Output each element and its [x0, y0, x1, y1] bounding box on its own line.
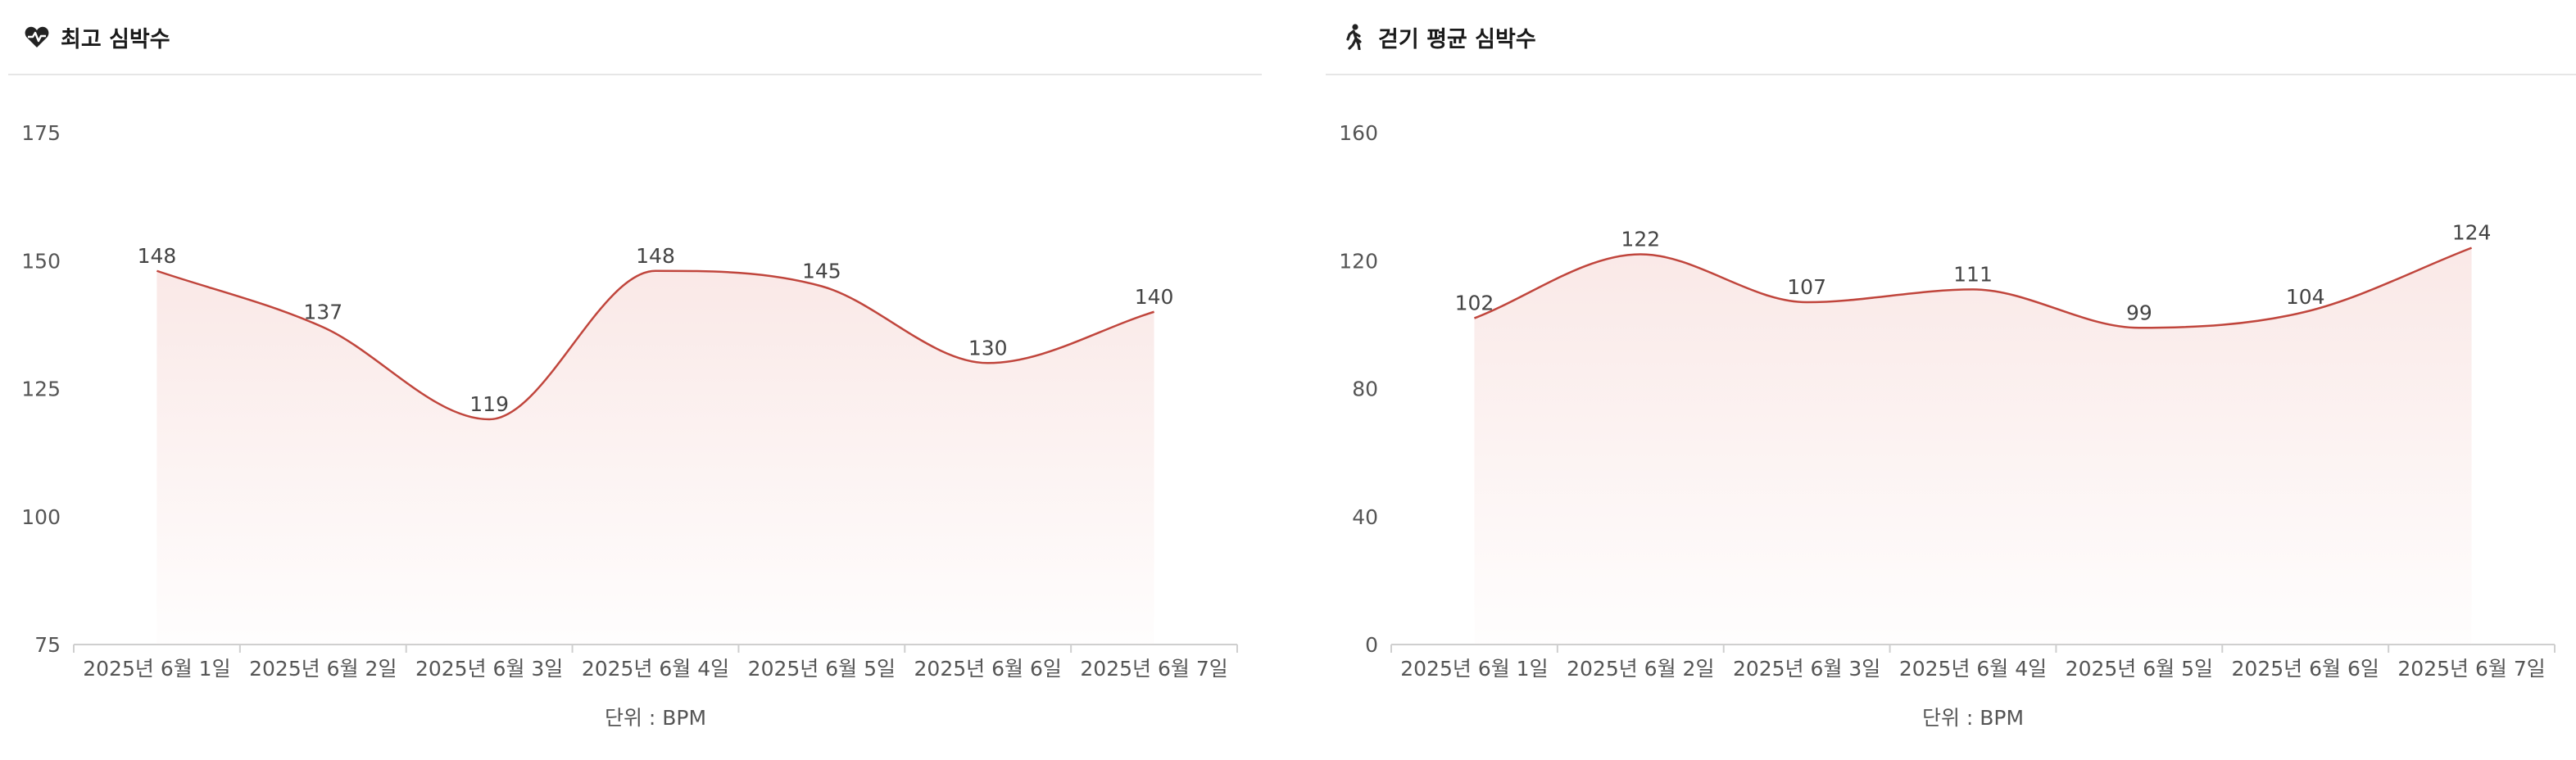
max-heart-rate-panel: 최고 심박수 75 100 125 150 175 2025년 6월 1일 2025년 6월… — [8, 0, 1270, 760]
x-tick-label: 2025년 6월 1일 — [83, 657, 230, 681]
data-label: 107 — [1787, 275, 1826, 299]
data-label: 102 — [1455, 292, 1494, 315]
x-tick-label: 2025년 6월 4일 — [582, 657, 729, 681]
heart-pulse-icon — [25, 25, 49, 49]
panel-title: 걷기 평균 심박수 — [1378, 26, 1536, 52]
panel-header: 걷기 평균 심박수 — [1326, 0, 2576, 75]
series-area — [1474, 247, 2472, 645]
x-tick-label: 2025년 6월 7일 — [1080, 657, 1227, 681]
y-tick-label: 160 — [1339, 121, 1378, 145]
y-tick-label: 175 — [21, 121, 61, 145]
y-tick-label: 0 — [1365, 633, 1378, 657]
data-label: 124 — [2452, 221, 2492, 245]
series-line — [1473, 247, 2473, 329]
y-tick-label: 125 — [21, 378, 61, 401]
y-tick-label: 100 — [21, 505, 61, 529]
x-tick-label: 2025년 6월 5일 — [748, 657, 896, 681]
x-tick-label: 2025년 6월 4일 — [1899, 657, 2047, 681]
unit-label: 단위 : BPM — [605, 706, 706, 730]
series-line — [156, 269, 1154, 421]
x-tick-label: 2025년 6월 2일 — [1567, 657, 1714, 681]
data-label: 137 — [303, 301, 342, 324]
y-tick-label: 80 — [1352, 378, 1378, 401]
panel-header: 최고 심박수 — [8, 0, 1262, 75]
data-label: 119 — [469, 392, 509, 416]
data-label: 148 — [636, 244, 675, 268]
series-area — [156, 270, 1154, 645]
data-label: 122 — [1621, 227, 1660, 251]
x-tick-label: 2025년 6월 5일 — [2066, 657, 2213, 681]
x-tick-label: 2025년 6월 3일 — [1733, 657, 1880, 681]
walking-person-icon — [1342, 24, 1367, 50]
data-label: 140 — [1135, 285, 1174, 309]
data-label: 145 — [802, 260, 841, 283]
x-tick-label: 2025년 6월 6일 — [2232, 657, 2379, 681]
y-tick-label: 40 — [1352, 505, 1378, 529]
x-tick-label: 2025년 6월 3일 — [415, 657, 563, 681]
y-tick-label: 120 — [1339, 249, 1378, 273]
walking-avg-heart-rate-panel: 걷기 평균 심박수 0 40 80 120 160 2025년 6월 1일 2025년 6월… — [1326, 0, 2576, 760]
x-tick-label: 2025년 6월 6일 — [914, 657, 1062, 681]
data-label: 99 — [2126, 301, 2152, 324]
unit-label: 단위 : BPM — [1922, 706, 2024, 730]
data-label: 111 — [1953, 262, 1993, 286]
x-tick-label: 2025년 6월 1일 — [1400, 657, 1548, 681]
x-tick-label: 2025년 6월 7일 — [2397, 657, 2545, 681]
data-label: 104 — [2286, 285, 2325, 309]
panel-title: 최고 심박수 — [61, 26, 170, 52]
data-label: 148 — [138, 244, 177, 268]
max-heart-rate-chart: 75 100 125 150 175 2025년 6월 1일 2025년 6월 2일 2025… — [21, 121, 1238, 730]
x-tick-label: 2025년 6월 2일 — [249, 657, 397, 681]
y-tick-label: 150 — [21, 249, 61, 273]
walking-avg-heart-rate-chart: 0 40 80 120 160 2025년 6월 1일 2025년 6월 2일 2025년 6… — [1339, 121, 2556, 730]
data-label: 130 — [968, 336, 1008, 360]
y-tick-label: 75 — [34, 633, 61, 657]
